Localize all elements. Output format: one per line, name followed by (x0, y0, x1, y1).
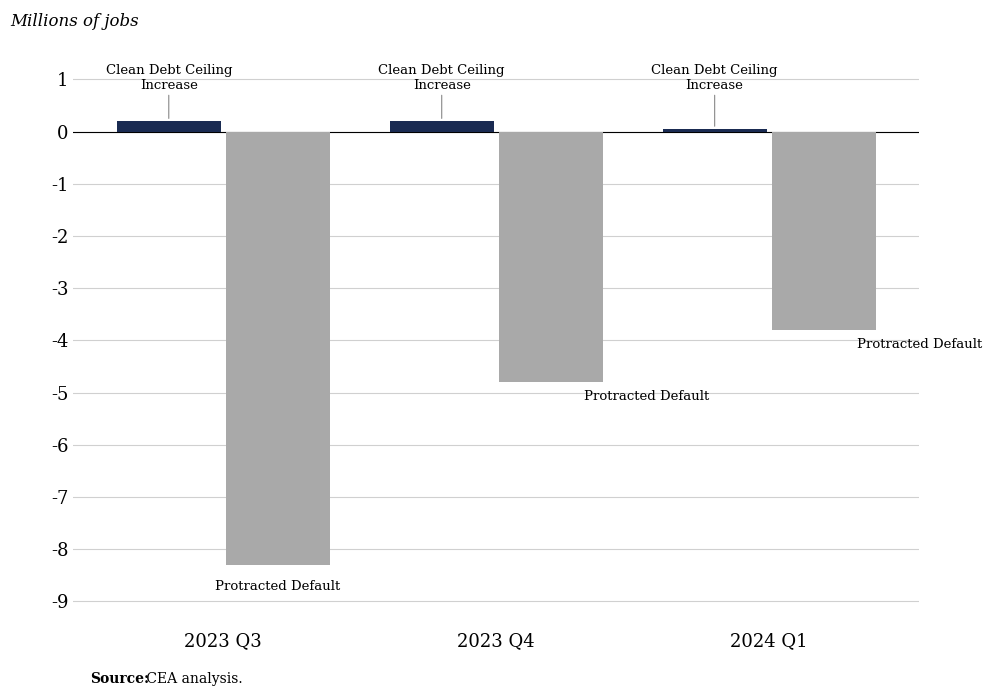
Text: Clean Debt Ceiling
Increase: Clean Debt Ceiling Increase (651, 64, 778, 126)
Text: Source:: Source: (90, 672, 149, 685)
Bar (772, 132, 876, 330)
Text: Clean Debt Ceiling
Increase: Clean Debt Ceiling Increase (379, 64, 505, 119)
Bar (226, 132, 330, 565)
Bar (662, 129, 767, 132)
Text: Protracted Default: Protracted Default (583, 390, 708, 403)
Bar (117, 121, 220, 132)
Text: CEA analysis.: CEA analysis. (142, 672, 242, 685)
Text: Protracted Default: Protracted Default (857, 337, 982, 351)
Bar (499, 132, 603, 382)
Text: Millions of jobs: Millions of jobs (10, 13, 138, 30)
Bar (390, 121, 494, 132)
Text: Clean Debt Ceiling
Increase: Clean Debt Ceiling Increase (105, 64, 232, 119)
Text: Protracted Default: Protracted Default (215, 581, 341, 593)
